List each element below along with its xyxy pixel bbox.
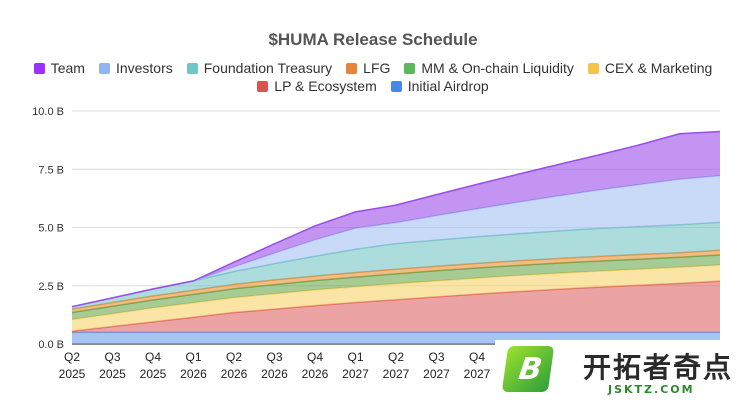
x-tick-year: 2026 xyxy=(180,367,207,381)
area-mm-on-chain-liquidity xyxy=(72,255,720,320)
watermark-name: 开拓者奇点 xyxy=(583,351,734,384)
legend-swatch xyxy=(587,62,599,74)
x-tick-year: 2026 xyxy=(261,367,288,381)
x-tick-label: Q3 2027 xyxy=(423,350,450,381)
legend-swatch xyxy=(404,62,416,74)
x-tick-year: 2026 xyxy=(302,367,329,381)
legend-label: LP & Ecosystem xyxy=(274,78,377,94)
x-tick-quarter: Q4 xyxy=(307,350,323,364)
x-tick-label: Q3 2026 xyxy=(261,350,288,381)
legend-item: Team xyxy=(33,60,85,76)
legend-swatch xyxy=(257,80,269,92)
x-tick-label: Q1 2026 xyxy=(180,350,207,381)
legend-label: Foundation Treasury xyxy=(203,60,333,76)
legend-item: MM & On-chain Liquidity xyxy=(404,60,574,76)
legend-label: CEX & Marketing xyxy=(604,60,713,76)
x-tick-year: 2027 xyxy=(383,367,410,381)
x-tick-year: 2027 xyxy=(342,367,369,381)
x-tick-year: 2025 xyxy=(140,367,167,381)
x-tick-year: 2027 xyxy=(464,367,491,381)
y-tick-label: 10.0 B xyxy=(32,106,64,118)
legend-label: Investors xyxy=(115,60,173,76)
legend-row-2: LP & Ecosystem Initial Airdrop xyxy=(0,78,746,94)
x-tick-label: Q2 2026 xyxy=(221,350,248,381)
legend-swatch xyxy=(98,62,110,74)
x-tick-quarter: Q2 xyxy=(64,350,80,364)
legend-swatch xyxy=(186,62,198,74)
legend-item: LFG xyxy=(346,60,390,76)
legend-label: LFG xyxy=(363,60,391,76)
y-tick-label: 5.0 B xyxy=(38,223,64,235)
x-tick-quarter: Q4 xyxy=(145,350,161,364)
y-tick-label: 2.5 B xyxy=(38,281,64,293)
stacked-areas xyxy=(71,130,721,344)
x-tick-quarter: Q1 xyxy=(347,350,363,364)
legend-item: Initial Airdrop xyxy=(390,78,489,94)
x-tick-quarter: Q1 xyxy=(185,350,201,364)
x-tick-year: 2025 xyxy=(99,367,126,381)
x-tick-label: Q2 2025 xyxy=(59,350,86,381)
area-investors xyxy=(72,175,720,307)
x-tick-year: 2027 xyxy=(423,367,450,381)
chart-title: $HUMA Release Schedule xyxy=(268,30,478,49)
legend-item: CEX & Marketing xyxy=(587,60,713,76)
area-lfg xyxy=(72,250,720,313)
y-tick-label: 0.0 B xyxy=(38,339,64,351)
x-tick-label: Q3 2025 xyxy=(99,350,126,381)
legend-item: Foundation Treasury xyxy=(186,60,333,76)
watermark: B 开拓者奇点 JSKTZ.COM xyxy=(495,340,746,402)
watermark-logo-letter: B xyxy=(516,352,545,387)
y-axis-ticks: 0.0 B 2.5 B 5.0 B 7.5 B 10.0 B xyxy=(32,106,64,351)
x-tick-quarter: Q2 xyxy=(226,350,242,364)
x-tick-quarter: Q3 xyxy=(266,350,282,364)
legend-swatch xyxy=(33,62,45,74)
area-foundation-treasury xyxy=(72,222,720,310)
area-edge-team xyxy=(71,130,721,308)
watermark-logo-icon: B xyxy=(501,346,555,392)
x-tick-label: Q1 2027 xyxy=(342,350,369,381)
x-tick-label: Q4 2027 xyxy=(464,350,491,381)
x-tick-label: Q4 2025 xyxy=(140,350,167,381)
legend-label: MM & On-chain Liquidity xyxy=(421,60,574,76)
x-tick-quarter: Q4 xyxy=(469,350,485,364)
watermark-domain: JSKTZ.COM xyxy=(608,383,695,396)
x-tick-quarter: Q2 xyxy=(388,350,404,364)
area-cex-marketing xyxy=(72,265,720,332)
x-tick-year: 2025 xyxy=(59,367,86,381)
legend-row-1: Team Investors Foundation Treasury LFG MM & … xyxy=(0,60,746,76)
area-lp-ecosystem xyxy=(72,281,720,333)
legend-label: Team xyxy=(50,60,85,76)
legend-swatch xyxy=(390,80,402,92)
legend-label: Initial Airdrop xyxy=(407,78,489,94)
y-tick-label: 7.5 B xyxy=(38,164,64,176)
x-tick-label: Q2 2027 xyxy=(383,350,410,381)
x-tick-year: 2026 xyxy=(221,367,248,381)
x-tick-quarter: Q3 xyxy=(428,350,444,364)
legend-item: LP & Ecosystem xyxy=(257,78,377,94)
x-tick-quarter: Q3 xyxy=(104,350,120,364)
legend-swatch xyxy=(346,62,358,74)
legend-item: Investors xyxy=(98,60,173,76)
x-tick-label: Q4 2026 xyxy=(302,350,329,381)
